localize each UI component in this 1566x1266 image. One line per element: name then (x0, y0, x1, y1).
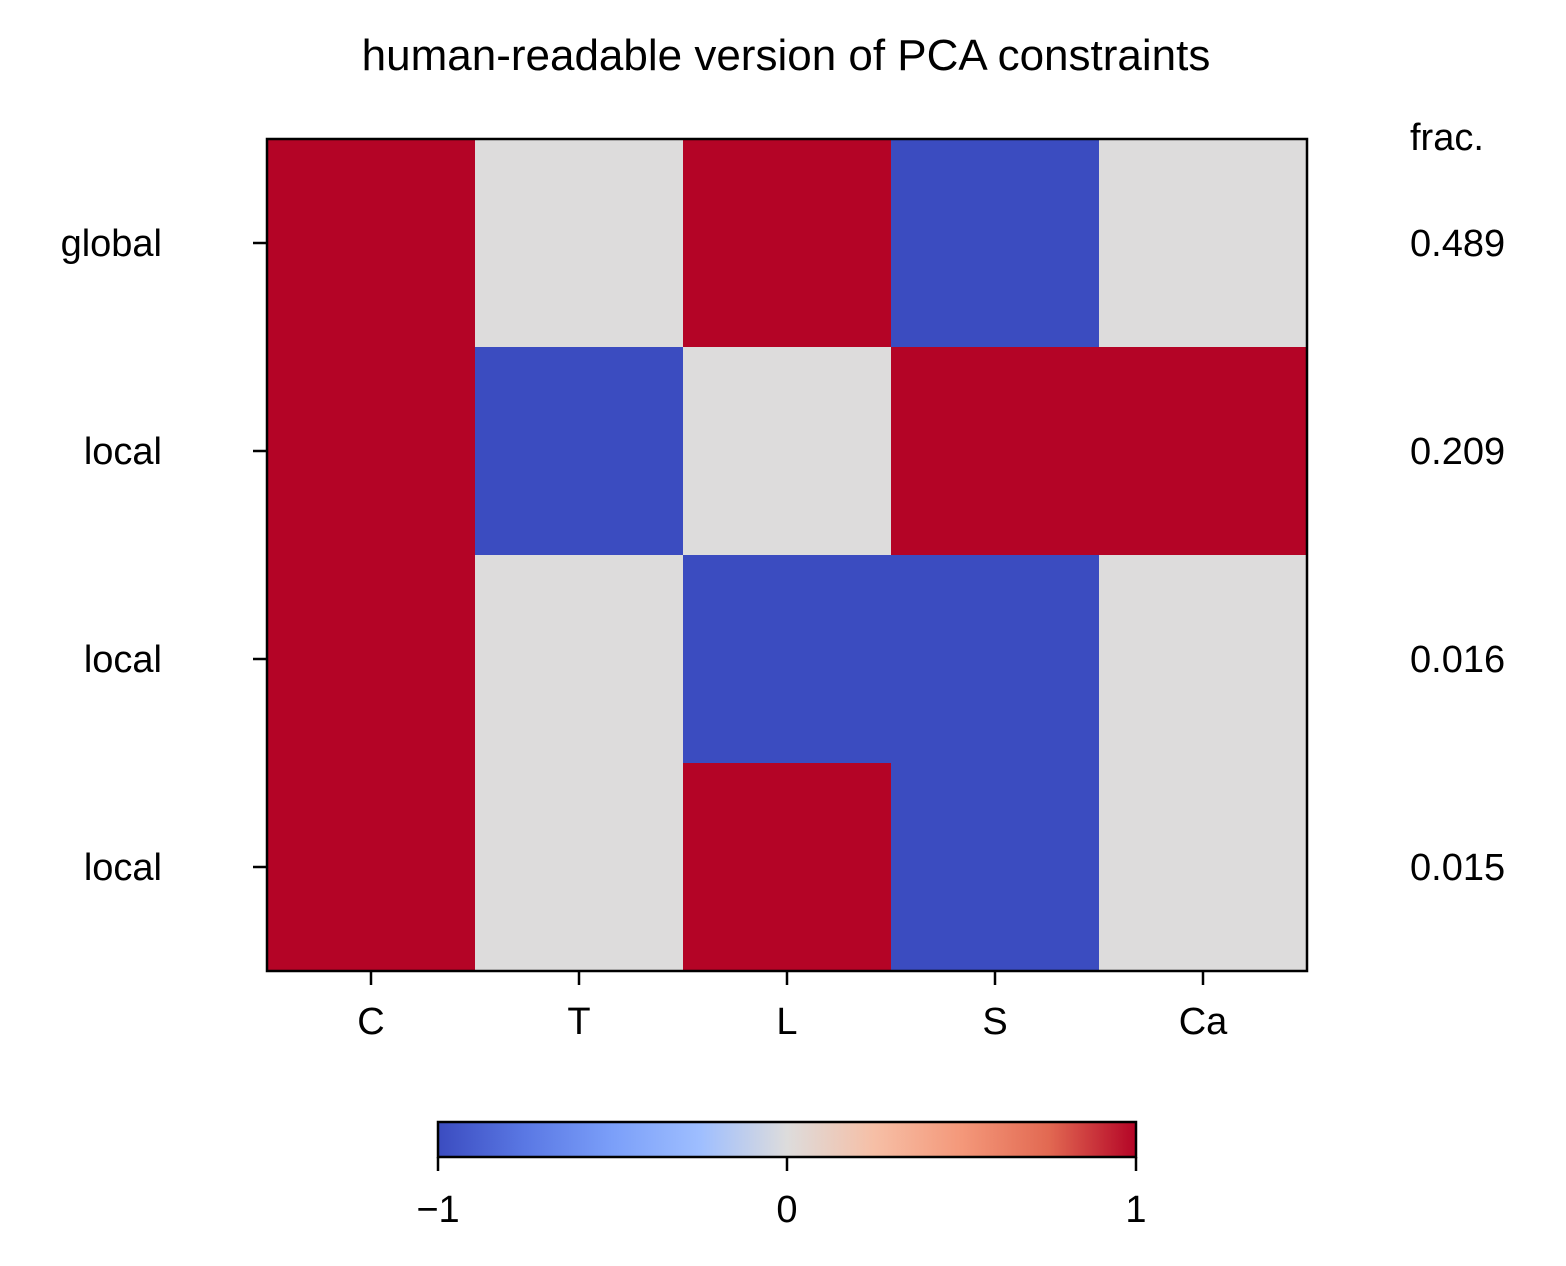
heatmap-cells (267, 139, 1308, 972)
colorbar-tick-label: −1 (416, 1189, 459, 1231)
heatmap-cell (891, 139, 1100, 348)
frac-header: frac. (1410, 117, 1484, 159)
colorbar-gradient (436, 1120, 1138, 1159)
frac-value: 0.015 (1410, 847, 1505, 889)
heatmap-cell (1099, 139, 1308, 348)
y-tick-label: local (84, 431, 162, 473)
frac-value: 0.489 (1410, 223, 1505, 265)
x-tick-label: T (567, 1001, 590, 1043)
heatmap-cell (475, 763, 684, 972)
frac-value: 0.016 (1410, 639, 1505, 681)
heatmap-cell (475, 555, 684, 764)
heatmap-cell (475, 347, 684, 556)
heatmap-cell (683, 763, 892, 972)
heatmap-cell (1099, 763, 1308, 972)
y-tick-label: global (61, 223, 162, 265)
heatmap-cell (891, 347, 1100, 556)
y-tick-label: local (84, 847, 162, 889)
heatmap-cell (683, 347, 892, 556)
y-axis: global local local local (61, 223, 267, 889)
heatmap-cell (1099, 347, 1308, 556)
heatmap-cell (475, 139, 684, 348)
x-tick-label: L (776, 1001, 797, 1043)
frac-column: 0.489 0.209 0.016 0.015 (1410, 223, 1505, 889)
heatmap-cell (683, 555, 892, 764)
heatmap-cell (891, 763, 1100, 972)
heatmap-cell (891, 555, 1100, 764)
heatmap-cell (267, 347, 476, 556)
heatmap-cell (683, 139, 892, 348)
colorbar-tick-label: 0 (776, 1189, 797, 1231)
heatmap-cell (267, 555, 476, 764)
x-tick-label: Ca (1179, 1001, 1228, 1043)
x-axis: C T L S Ca (357, 971, 1228, 1043)
colorbar: −1 0 1 (416, 1120, 1147, 1231)
heatmap-cell (1099, 555, 1308, 764)
frac-value: 0.209 (1410, 431, 1505, 473)
heatmap-cell (267, 763, 476, 972)
x-tick-label: C (357, 1001, 384, 1043)
colorbar-ticks: −1 0 1 (416, 1157, 1147, 1231)
x-tick-label: S (982, 1001, 1007, 1043)
y-tick-label: local (84, 639, 162, 681)
colorbar-tick-label: 1 (1125, 1189, 1146, 1231)
chart-title: human-readable version of PCA constraint… (362, 31, 1211, 80)
heatmap-cell (267, 139, 476, 348)
